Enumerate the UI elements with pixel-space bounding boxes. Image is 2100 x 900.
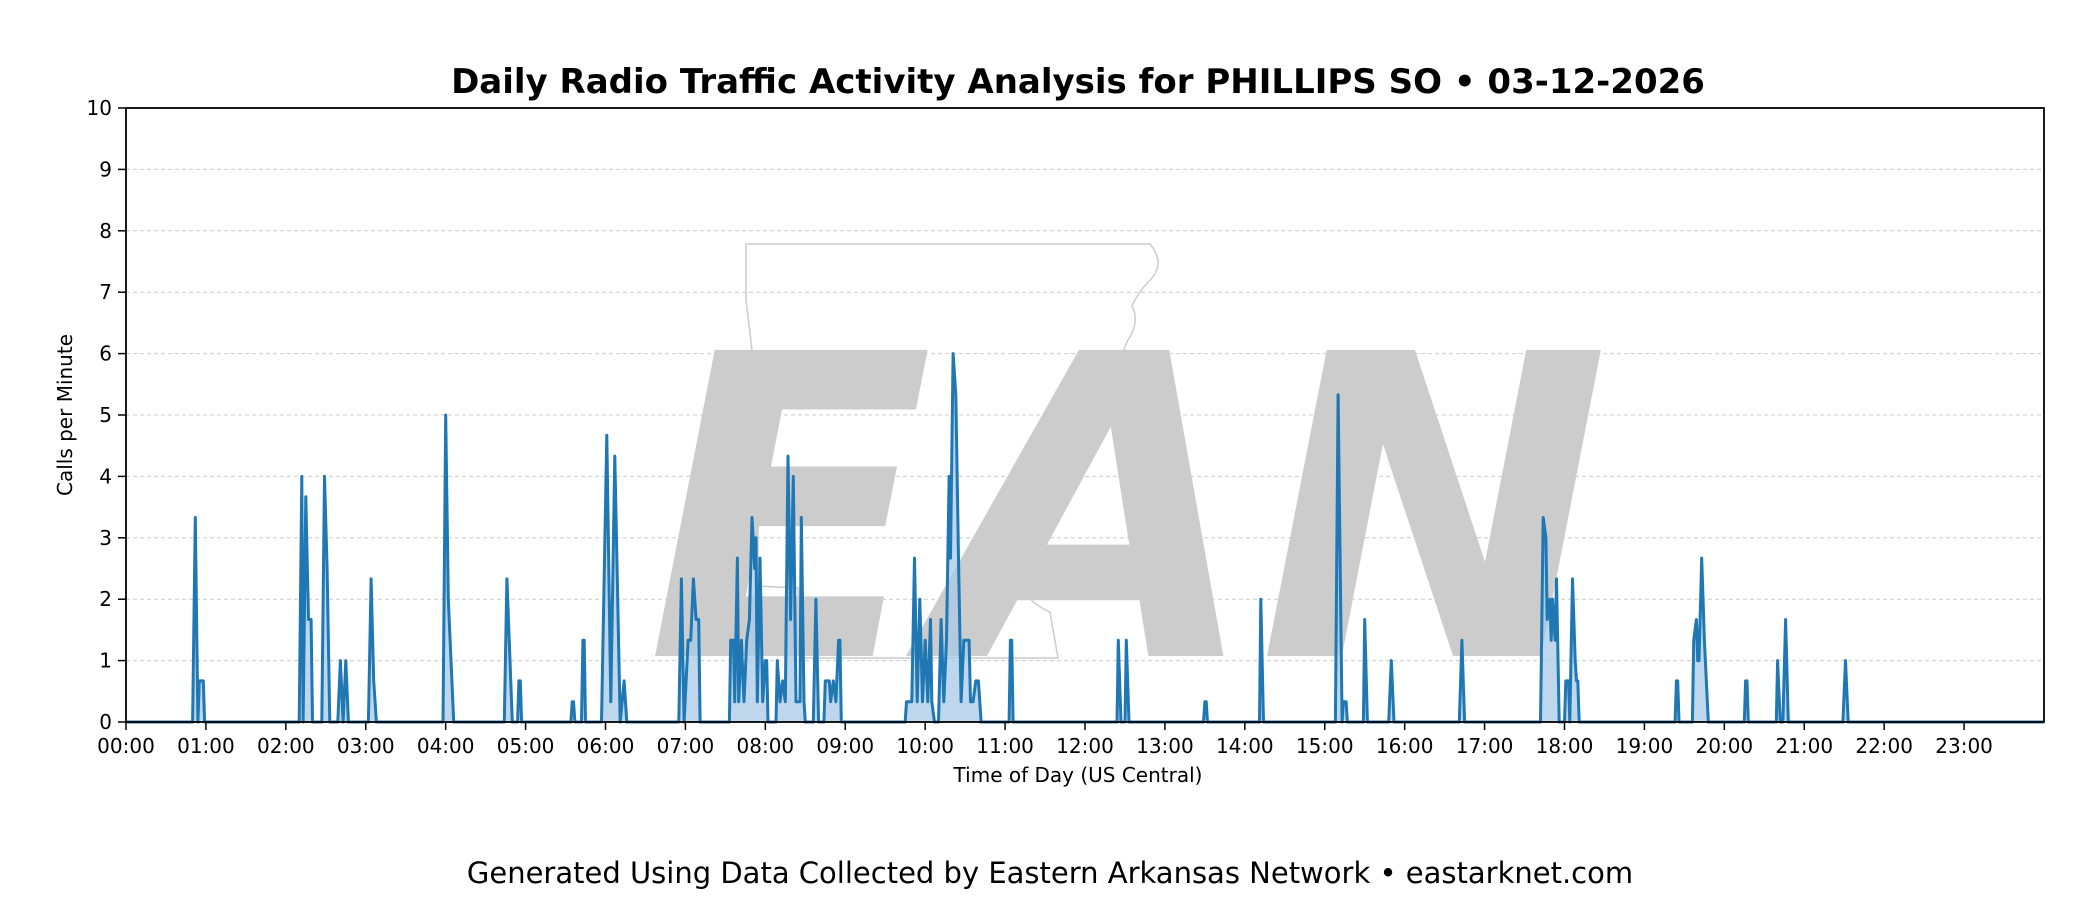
x-tick-label: 13:00: [1136, 734, 1194, 758]
x-tick-label: 17:00: [1456, 734, 1514, 758]
grid-lines: [126, 168, 2044, 662]
x-tick-label: 00:00: [97, 734, 155, 758]
y-tick-label: 3: [99, 526, 112, 550]
x-tick-label: 14:00: [1216, 734, 1274, 758]
calls-series-line: [126, 352, 2044, 724]
x-tick-label: 07:00: [657, 734, 715, 758]
x-tick-label: 11:00: [976, 734, 1034, 758]
x-tick-label: 15:00: [1296, 734, 1354, 758]
x-tick-label: 20:00: [1696, 734, 1754, 758]
y-tick-label: 9: [99, 157, 112, 181]
x-tick-label: 05:00: [497, 734, 555, 758]
y-tick-label: 0: [99, 710, 112, 734]
x-tick-label: 08:00: [737, 734, 795, 758]
y-tick-label: 2: [99, 587, 112, 611]
y-tick-label: 8: [99, 219, 112, 243]
x-tick-label: 23:00: [1935, 734, 1993, 758]
chart-title: Daily Radio Traffic Activity Analysis fo…: [451, 62, 1705, 102]
x-tick-label: 22:00: [1855, 734, 1913, 758]
x-axis-ticks: 00:00 01:00 02:00 03:00 04:00 05:00 06:00 07:00…: [97, 722, 1993, 758]
y-axis-ticks: 0 1 2 3 4 5 6 7 8 9 10: [87, 96, 126, 734]
y-tick-label: 1: [99, 649, 112, 673]
x-tick-label: 16:00: [1376, 734, 1434, 758]
state-outline-watermark: [745, 243, 1159, 659]
x-tick-label: 03:00: [337, 734, 395, 758]
x-axis-label: Time of Day (US Central): [953, 763, 1203, 787]
x-tick-label: 21:00: [1775, 734, 1833, 758]
x-tick-label: 06:00: [577, 734, 635, 758]
y-tick-label: 5: [99, 403, 112, 427]
x-tick-label: 01:00: [177, 734, 235, 758]
x-tick-label: 10:00: [896, 734, 954, 758]
y-axis-label: Calls per Minute: [53, 334, 77, 496]
x-tick-label: 12:00: [1056, 734, 1114, 758]
x-tick-label: 09:00: [816, 734, 874, 758]
footer-credit: Generated Using Data Collected by Easter…: [467, 856, 1633, 890]
x-tick-label: 18:00: [1536, 734, 1594, 758]
calls-area-fill: [126, 353, 2044, 722]
y-tick-label: 10: [87, 96, 112, 120]
x-tick-label: 02:00: [257, 734, 315, 758]
y-tick-label: 6: [99, 342, 112, 366]
x-tick-label: 19:00: [1616, 734, 1674, 758]
x-tick-label: 04:00: [417, 734, 475, 758]
y-tick-label: 4: [99, 464, 112, 488]
y-tick-label: 7: [99, 280, 112, 304]
